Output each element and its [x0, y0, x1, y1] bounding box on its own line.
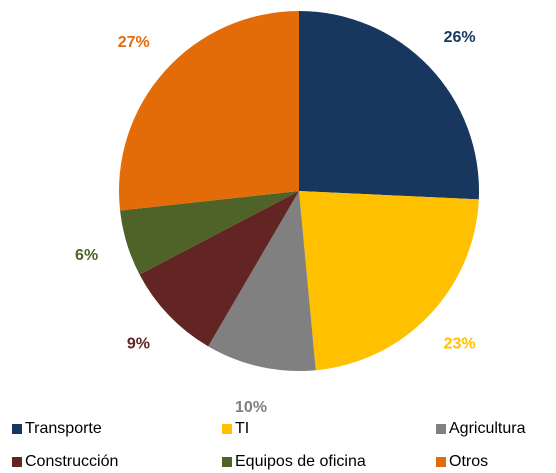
- legend-swatch: [12, 457, 22, 467]
- legend-label: Otros: [449, 453, 488, 470]
- legend-label: Agricultura: [449, 420, 526, 437]
- data-label: 9%: [127, 335, 150, 352]
- legend-label: Construcción: [25, 453, 118, 470]
- pie-slice: [118, 11, 299, 211]
- pie-slice: [120, 191, 299, 275]
- legend-swatch: [436, 457, 446, 467]
- legend-swatch: [436, 424, 446, 434]
- pie-slice: [208, 191, 316, 372]
- legend-label: TI: [235, 420, 249, 437]
- legend-swatch: [12, 424, 22, 434]
- data-label: 23%: [444, 335, 476, 352]
- legend-swatch: [222, 424, 232, 434]
- data-label: 27%: [118, 34, 150, 51]
- pie-slice: [299, 11, 479, 200]
- data-label: 26%: [444, 29, 476, 46]
- pie-slice: [139, 191, 299, 347]
- legend-label: Transporte: [25, 420, 102, 437]
- pie-slice: [299, 191, 479, 371]
- data-label: 10%: [235, 399, 267, 416]
- legend-swatch: [222, 457, 232, 467]
- legend-label: Equipos de oficina: [235, 453, 366, 470]
- data-label: 6%: [75, 247, 98, 264]
